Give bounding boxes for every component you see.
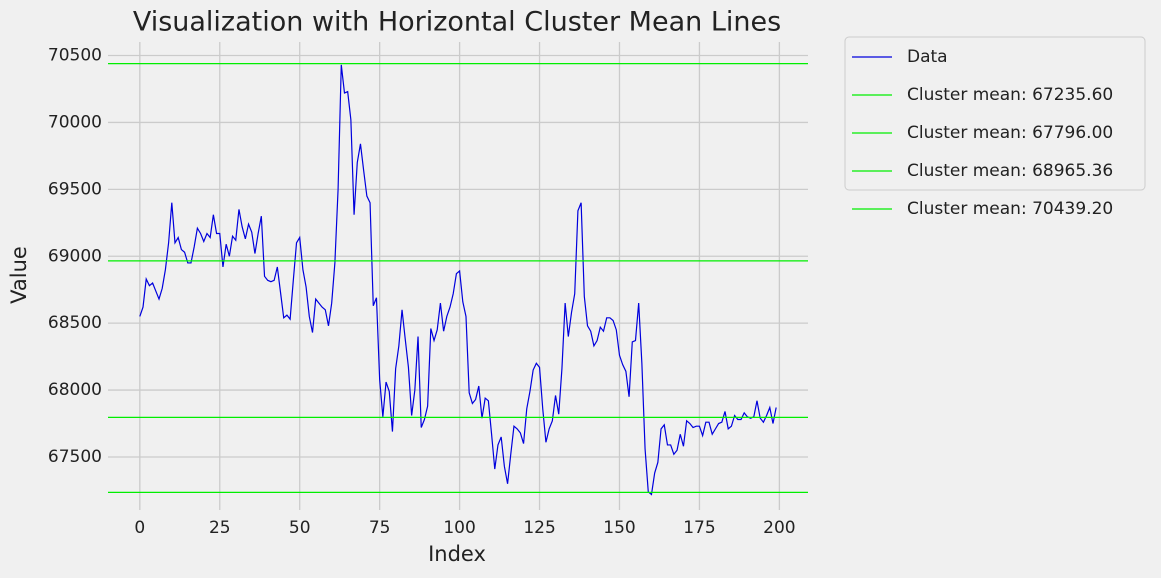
legend-label: Cluster mean: 68965.36 <box>907 161 1113 181</box>
y-tick-label: 67500 <box>48 447 102 467</box>
y-tick-label: 68000 <box>48 380 102 400</box>
x-tick-label: 200 <box>763 518 795 538</box>
legend-box <box>844 36 1146 191</box>
x-tick-label: 100 <box>443 518 475 538</box>
legend-label: Cluster mean: 67796.00 <box>907 123 1113 143</box>
x-tick-label: 75 <box>369 518 391 538</box>
chart-title: Visualization with Horizontal Cluster Me… <box>133 7 781 38</box>
x-tick-label: 125 <box>523 518 555 538</box>
y-tick-label: 70500 <box>48 46 102 66</box>
y-tick-label: 69000 <box>48 246 102 266</box>
x-tick-label: 25 <box>209 518 231 538</box>
legend-label: Cluster mean: 67235.60 <box>907 85 1113 105</box>
data-line <box>139 64 777 496</box>
legend-label: Cluster mean: 70439.20 <box>907 199 1113 219</box>
y-tick-label: 70000 <box>48 112 102 132</box>
x-axis-label: Index <box>428 542 486 566</box>
x-tick-label: 0 <box>134 518 145 538</box>
x-tick-label: 175 <box>683 518 715 538</box>
y-tick-label: 69500 <box>48 179 102 199</box>
y-axis-label: Value <box>7 246 31 304</box>
y-tick-label: 68500 <box>48 313 102 333</box>
legend-label: Data <box>907 47 948 67</box>
x-tick-label: 150 <box>603 518 635 538</box>
x-tick-label: 50 <box>289 518 311 538</box>
